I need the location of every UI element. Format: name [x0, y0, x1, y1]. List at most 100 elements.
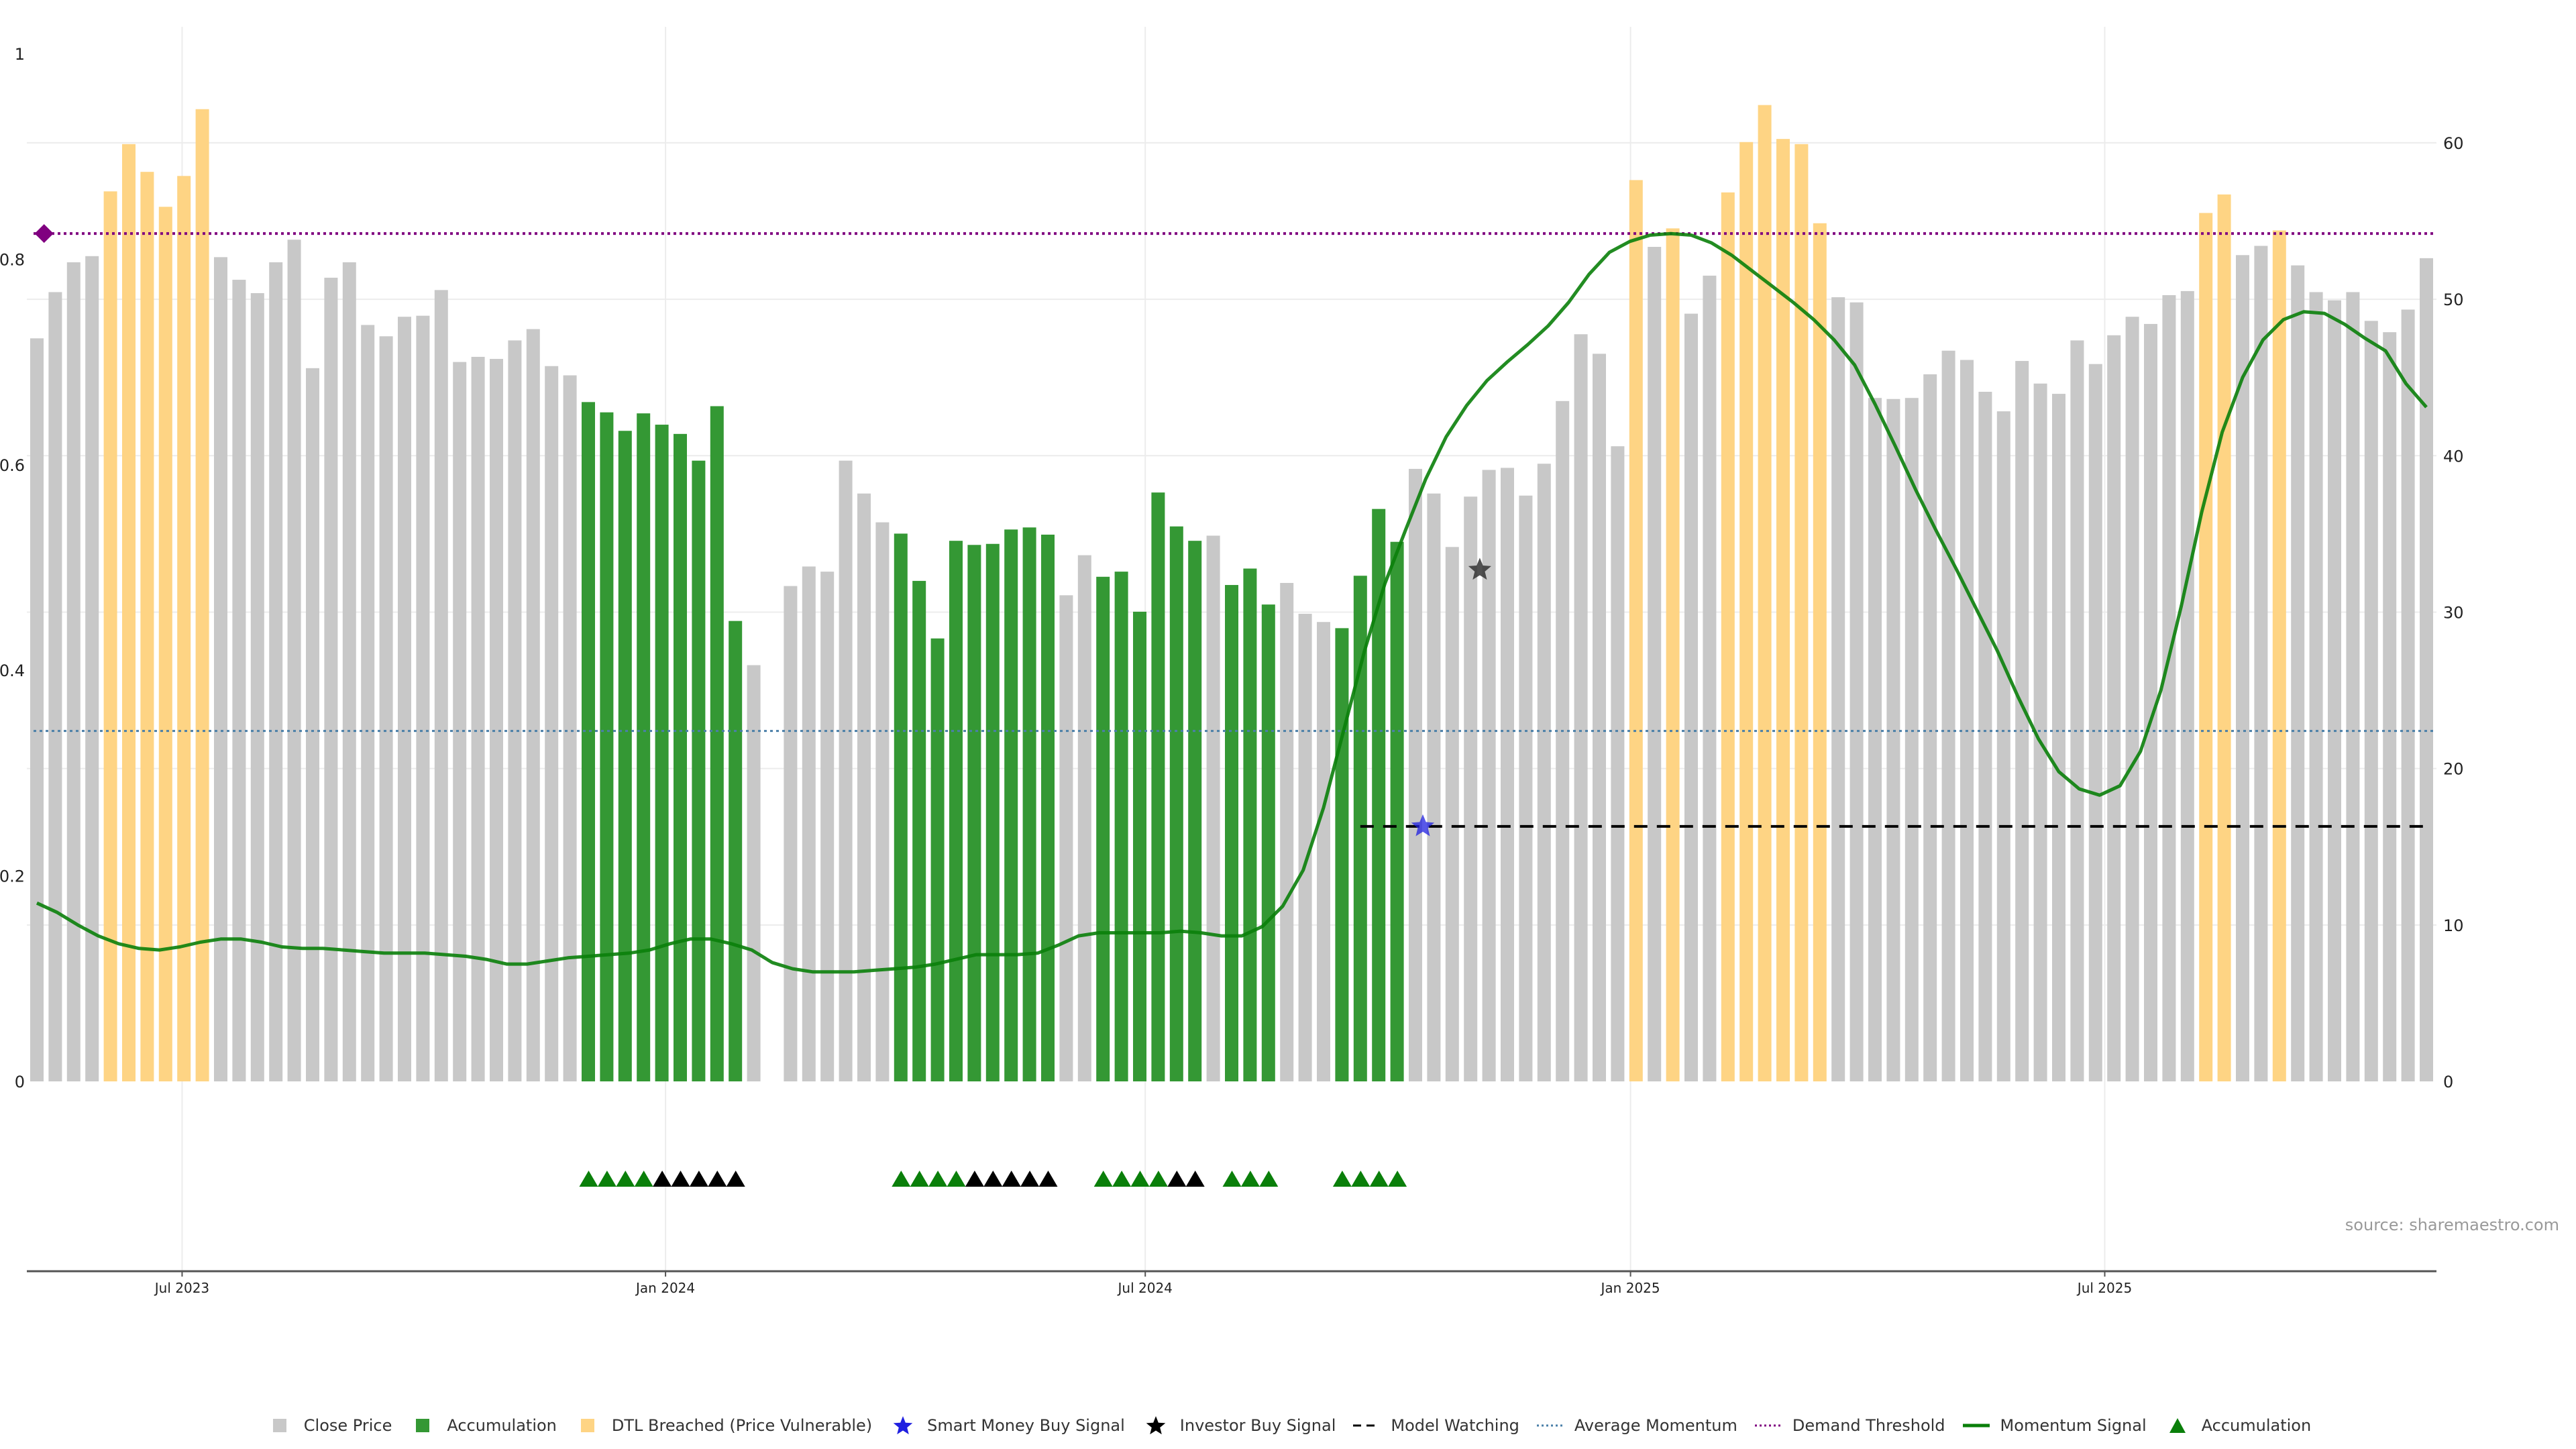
- accumulation-triangle: [1130, 1171, 1150, 1187]
- accumulation-bar: [1004, 529, 1018, 1081]
- close-price-bar: [820, 572, 835, 1081]
- close-price-bar: [508, 340, 522, 1082]
- legend-swatch-average-momentum: [1536, 1424, 1564, 1427]
- accumulation-triangle: [1388, 1171, 1407, 1187]
- dtl-breached-bar: [1794, 144, 1809, 1081]
- close-price-bar: [545, 366, 559, 1081]
- right-tick-label: 0: [2443, 1073, 2453, 1091]
- investor-triangle: [726, 1171, 745, 1187]
- accumulation-bar: [1096, 576, 1110, 1081]
- accumulation-bar: [1353, 576, 1367, 1081]
- close-price-bar: [1703, 275, 1717, 1081]
- close-price-bar: [1611, 446, 1625, 1081]
- right-tick-label: 20: [2443, 760, 2464, 779]
- dtl-breached-bar: [1758, 105, 1772, 1082]
- accumulation-bar: [985, 543, 1000, 1081]
- dtl-breached-bar: [122, 144, 136, 1081]
- legend-label: Momentum Signal: [2000, 1416, 2147, 1435]
- close-price-bar: [1886, 398, 1900, 1081]
- dtl-breached-bar: [158, 207, 172, 1081]
- close-price-bar: [1996, 411, 2010, 1081]
- close-price-bar: [2420, 258, 2433, 1081]
- close-price-bar: [857, 493, 871, 1081]
- close-price-bar: [48, 292, 62, 1081]
- close-price-bar: [342, 262, 356, 1082]
- accumulation-triangle: [910, 1171, 929, 1187]
- right-tick-label: 40: [2443, 447, 2464, 466]
- legend-label: Model Watching: [1391, 1416, 1519, 1435]
- legend-label: Demand Threshold: [1792, 1416, 1945, 1435]
- accumulation-bar: [729, 621, 743, 1081]
- x-tick-label: Jan 2024: [635, 1280, 695, 1296]
- left-tick-label: 0.4: [0, 661, 25, 680]
- investor-triangle: [983, 1171, 1003, 1187]
- close-price-bar: [471, 356, 485, 1082]
- accumulation-triangle: [1369, 1171, 1389, 1187]
- legend-swatch-smart-money: [893, 1416, 913, 1435]
- accumulation-triangle: [1332, 1171, 1352, 1187]
- legend-label: Investor Buy Signal: [1179, 1416, 1336, 1435]
- close-price-bar: [802, 566, 816, 1081]
- accumulation-triangle: [1148, 1171, 1168, 1187]
- close-price-bar: [1593, 354, 1606, 1081]
- close-price-bar: [2383, 332, 2397, 1081]
- left-tick-label: 0.8: [0, 250, 25, 269]
- investor-triangle: [965, 1171, 984, 1187]
- dtl-breached-bar: [103, 191, 117, 1082]
- investor-buy-star: [1468, 557, 1491, 580]
- accumulation-triangle: [1112, 1171, 1132, 1187]
- close-price-bar: [1445, 547, 1459, 1081]
- close-price-bar: [1574, 334, 1588, 1082]
- close-price-bar: [1684, 313, 1698, 1082]
- legend-item-momentum: Momentum Signal: [1962, 1415, 2147, 1436]
- close-price-bar: [2346, 292, 2360, 1081]
- close-price-bar: [1941, 350, 1955, 1081]
- x-tick-label: Jul 2025: [2076, 1280, 2132, 1296]
- investor-triangle: [1038, 1171, 1058, 1187]
- legend-swatch-model-watching: [1353, 1424, 1381, 1427]
- close-price-bar: [232, 280, 246, 1081]
- demand-threshold-diamond: [34, 224, 54, 244]
- close-price-bar: [2144, 323, 2157, 1081]
- dtl-breached-bar: [1629, 180, 1643, 1081]
- accumulation-triangle: [579, 1171, 598, 1187]
- accumulation-triangle: [634, 1171, 653, 1187]
- dtl-breached-bar: [177, 176, 191, 1082]
- accumulation-bar: [1243, 568, 1257, 1081]
- close-price-bar: [2052, 394, 2065, 1081]
- close-price-bar: [2254, 246, 2268, 1081]
- legend-swatch-dtl-breached: [580, 1419, 594, 1432]
- legend-label: Average Momentum: [1574, 1416, 1737, 1435]
- close-price-bar: [1537, 464, 1551, 1081]
- close-price-bar: [1482, 470, 1496, 1081]
- accumulation-bar: [1390, 541, 1404, 1081]
- legend-item-dtl-breached: DTL Breached (Price Vulnerable): [573, 1415, 872, 1436]
- close-price-bar: [2180, 290, 2194, 1082]
- accumulation-triangle: [597, 1171, 616, 1187]
- close-price-bar: [526, 329, 540, 1082]
- close-price-bar: [747, 665, 761, 1081]
- accumulation-triangle: [892, 1171, 911, 1187]
- accumulation-bar: [674, 433, 687, 1081]
- accumulation-triangle: [1093, 1171, 1113, 1187]
- close-price-bar: [1556, 400, 1570, 1081]
- legend-swatch-accumulation: [416, 1419, 430, 1432]
- accumulation-triangle: [1222, 1171, 1242, 1187]
- dtl-breached-bar: [1721, 192, 1735, 1081]
- close-price-bar: [1077, 555, 1091, 1081]
- accumulation-bar: [1022, 527, 1036, 1081]
- accumulation-bar: [637, 413, 651, 1081]
- close-price-bar: [398, 317, 411, 1081]
- accumulation-bar: [1261, 604, 1275, 1081]
- bars-layer: [30, 105, 2433, 1082]
- close-price-bar: [2162, 295, 2176, 1081]
- close-price-bar: [85, 256, 99, 1082]
- left-tick-label: 0.2: [0, 867, 25, 886]
- legend-item-investor: Investor Buy Signal: [1141, 1415, 1336, 1436]
- close-price-bar: [1206, 535, 1220, 1081]
- close-price-bar: [1978, 392, 1992, 1081]
- accumulation-bar: [1041, 534, 1055, 1081]
- investor-triangle: [653, 1171, 672, 1187]
- close-price-bar: [1501, 468, 1514, 1081]
- close-price-bar: [2291, 265, 2305, 1081]
